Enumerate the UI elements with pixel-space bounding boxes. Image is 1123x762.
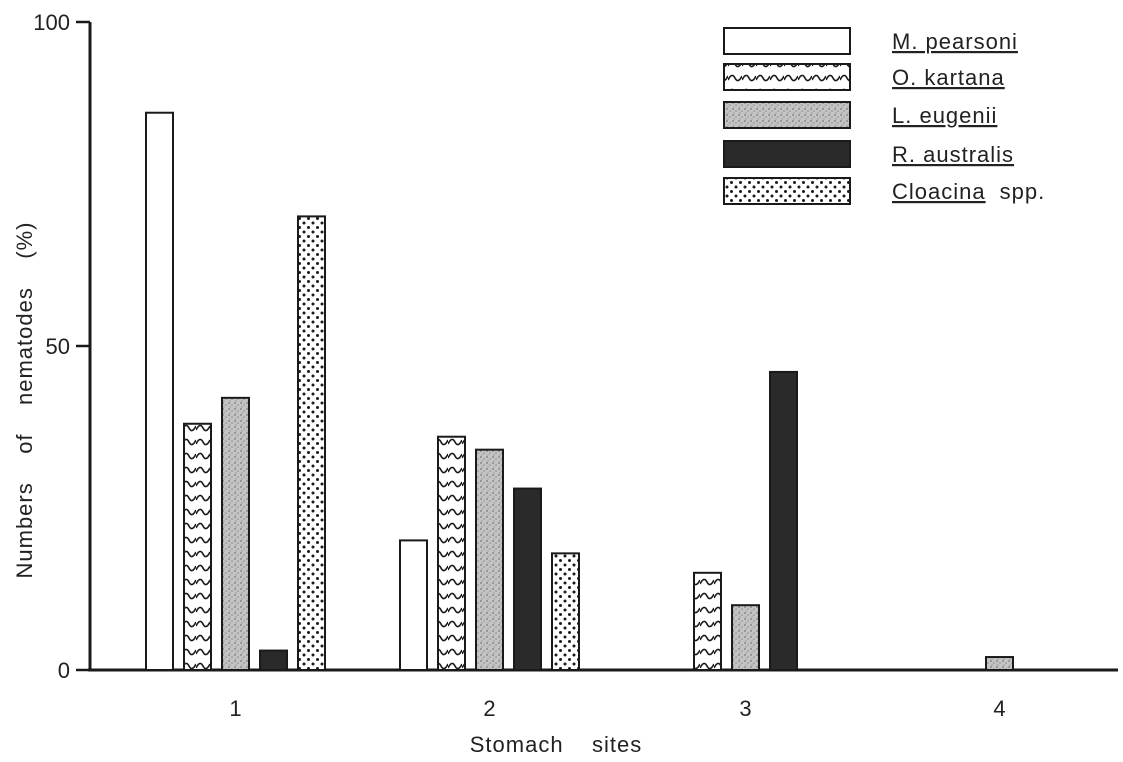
legend-label: R. australis	[892, 142, 1014, 167]
bar-site2-series3	[513, 487, 542, 671]
legend-species-name: R. australis	[892, 142, 1014, 167]
legend-species-name: L. eugenii	[892, 103, 997, 128]
legend-label: O. kartana	[892, 65, 1005, 90]
x-tick-label: 2	[483, 696, 495, 721]
legend-swatch	[723, 177, 851, 205]
legend-swatch	[723, 27, 851, 55]
bar-site1-series0	[145, 111, 174, 672]
bar-site3-series3	[769, 370, 798, 671]
legend-species-name: O. kartana	[892, 65, 1005, 90]
y-tick-label: 0	[58, 658, 70, 683]
bar-site2-series4	[551, 552, 580, 671]
bar-site1-series2	[221, 396, 250, 671]
legend-label: L. eugenii	[892, 103, 997, 128]
y-tick-label: 50	[46, 334, 70, 359]
bar-site1-series4	[297, 215, 326, 671]
bar-site1-series1	[183, 422, 212, 672]
bar-site3-series1	[693, 571, 722, 671]
bar-site4-series2	[985, 656, 1014, 671]
legend-swatch	[723, 140, 851, 168]
legend-species-name: M. pearsoni	[892, 29, 1018, 54]
legend-label: M. pearsoni	[892, 29, 1018, 54]
bar-site1-series3	[259, 649, 288, 671]
legend-swatch	[723, 63, 851, 91]
legend-species-suffix: spp.	[1000, 179, 1046, 204]
y-axis-label: Numbers of nematodes (%)	[12, 221, 37, 578]
y-tick-label: 100	[33, 10, 70, 35]
bar-site2-series1	[437, 435, 466, 671]
legend: M. pearsoni O. kartana L. eugenii R. austra…	[723, 27, 1045, 205]
bar-site2-series0	[399, 539, 428, 672]
bar-site3-series2	[731, 604, 760, 672]
legend-label: Cloacina spp.	[892, 179, 1045, 204]
x-tick-label: 3	[739, 696, 751, 721]
legend-swatch	[723, 101, 851, 129]
x-axis-label: Stomach sites	[470, 732, 643, 757]
x-tick-label: 1	[229, 696, 241, 721]
legend-species-name: Cloacina	[892, 179, 986, 204]
x-tick-label: 4	[993, 696, 1005, 721]
bar-site2-series2	[475, 448, 504, 671]
